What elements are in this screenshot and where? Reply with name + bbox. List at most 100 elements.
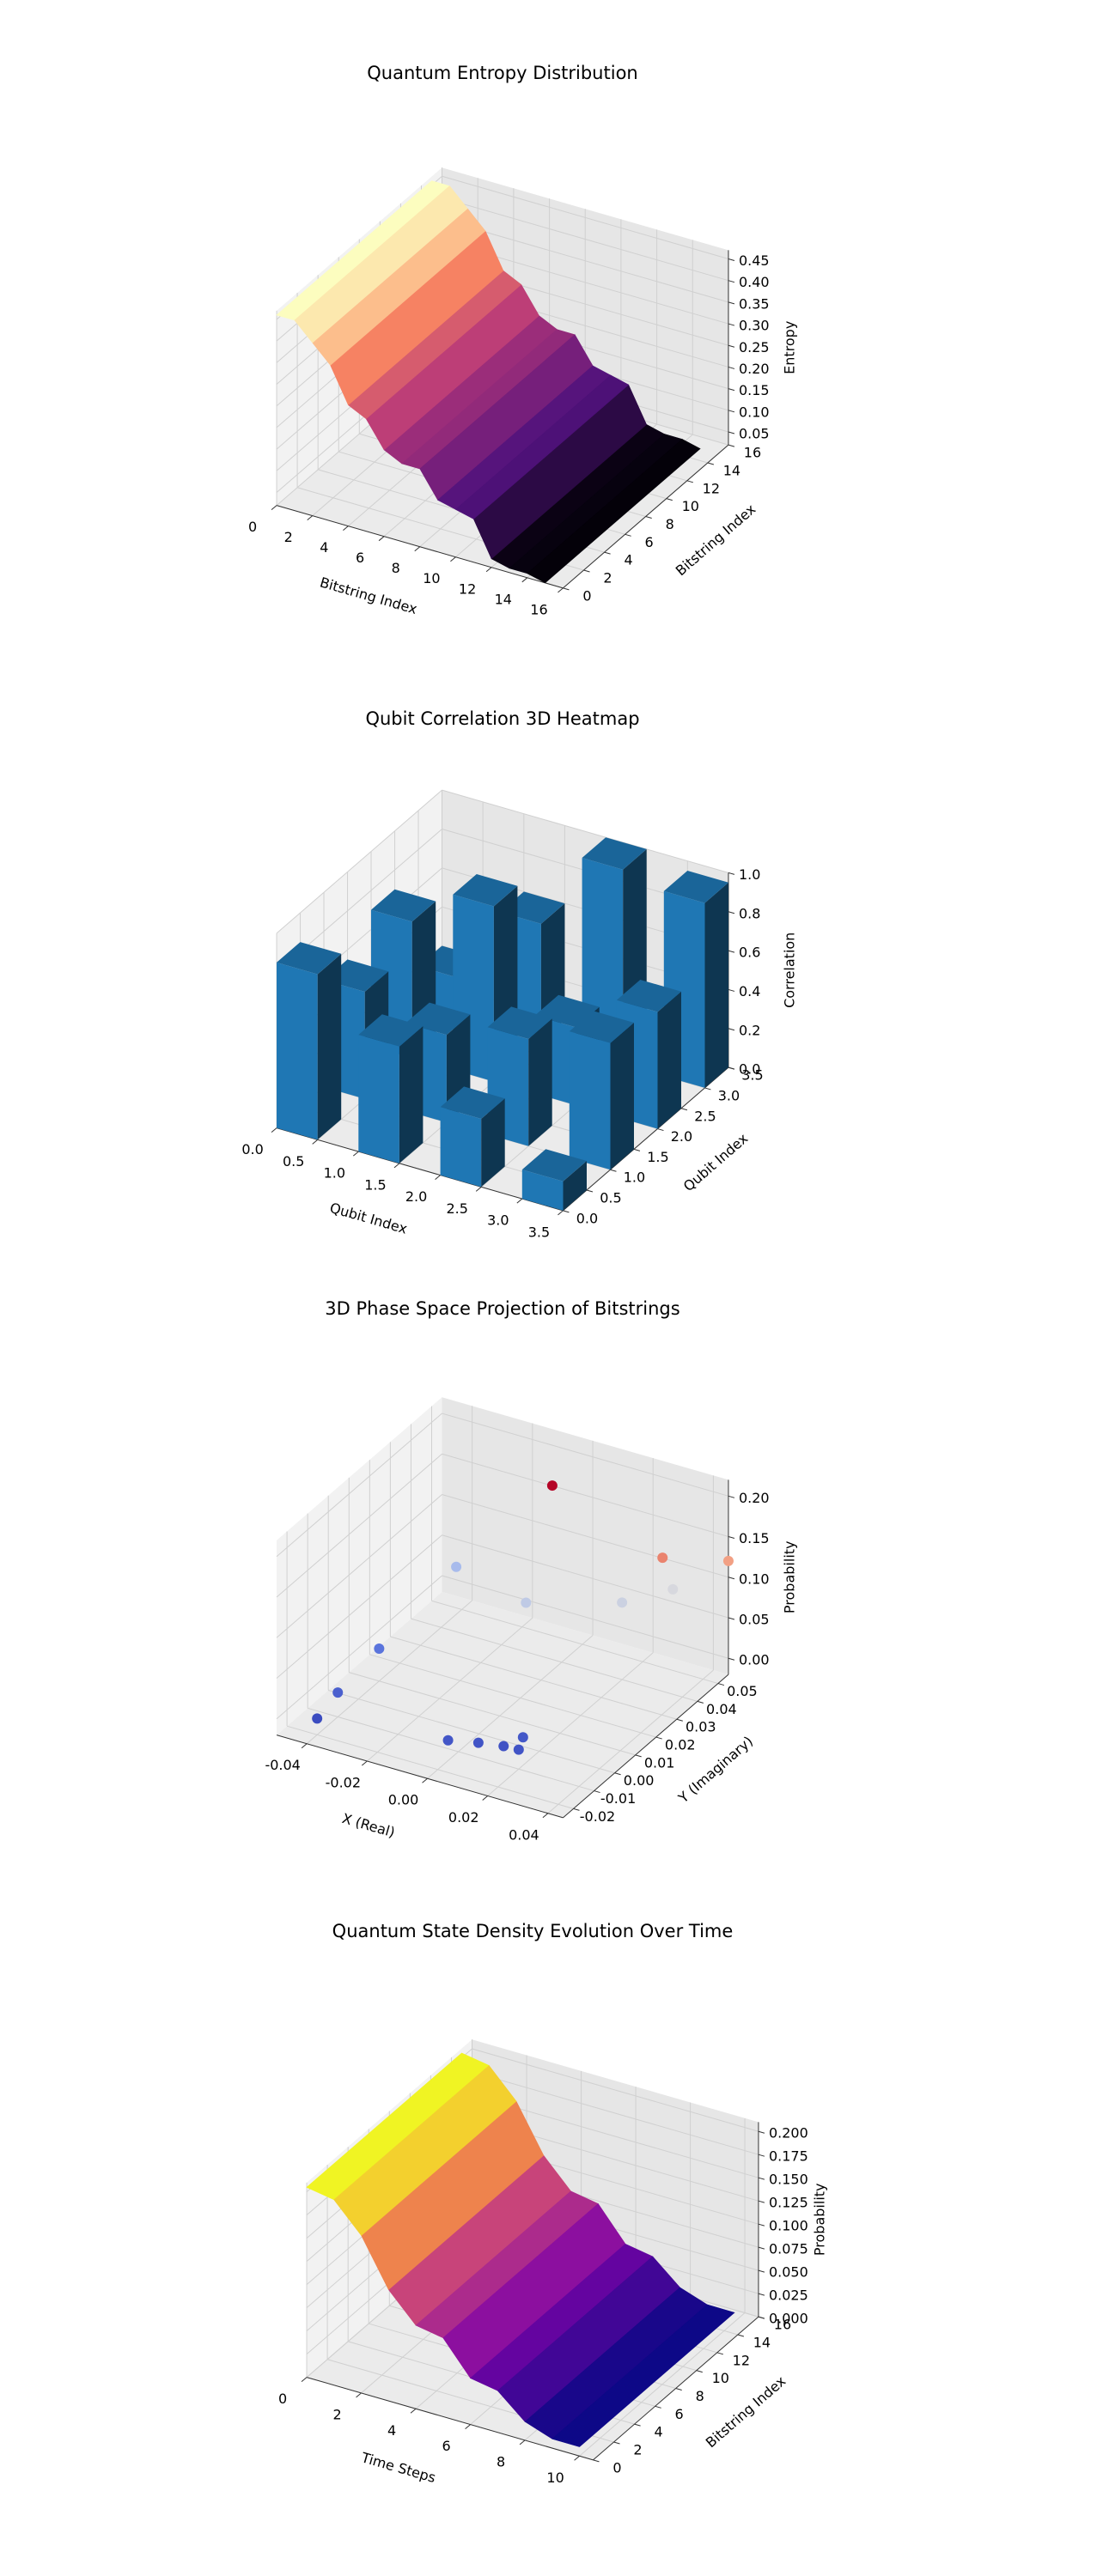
y-tick-label: 0.05 (727, 1683, 758, 1699)
scatter-point (546, 1480, 558, 1492)
y-tick-label: 2 (633, 2441, 642, 2458)
x-tick-label: 1.5 (364, 1176, 386, 1193)
chart-title: Qubit Correlation 3D Heatmap (365, 708, 639, 729)
grid-line (328, 1690, 615, 1774)
x-tick (414, 546, 421, 552)
z-tick-label: 0.35 (739, 295, 770, 312)
y-tick-label: 0.00 (624, 1772, 655, 1789)
y-tick (633, 1148, 641, 1151)
x-tick (450, 556, 456, 562)
x-tick-label: 2 (332, 2406, 341, 2422)
z-tick (728, 431, 735, 434)
z-tick-label: 0.10 (739, 404, 770, 420)
z-axis-label: Entropy (781, 321, 797, 374)
grid-line (367, 1617, 533, 1762)
x-tick-label: 2.0 (405, 1188, 427, 1205)
y-tick-label: 3.0 (718, 1087, 740, 1103)
y-tick (697, 1700, 704, 1704)
x-tick-label: 0 (278, 2391, 287, 2407)
y-tick-label: 0 (582, 587, 591, 604)
grid-line (276, 789, 442, 934)
z-tick (758, 2246, 765, 2250)
y-tick-label: 0.02 (665, 1737, 696, 1753)
surface-patch (333, 2065, 517, 2236)
y-tick-label: 4 (624, 552, 632, 568)
x-tick-label: 6 (356, 550, 364, 566)
y-tick (704, 1087, 711, 1091)
z-tick-label: 0.075 (769, 2241, 808, 2257)
x-tick-label: -0.02 (326, 1774, 361, 1790)
y-tick (657, 1128, 664, 1132)
x-tick (475, 1186, 482, 1192)
x-tick-label: 1.0 (324, 1165, 345, 1182)
z-tick-label: 0.125 (769, 2195, 808, 2211)
z-tick (728, 988, 735, 992)
grid-line (442, 219, 729, 303)
x-tick (393, 1163, 400, 1169)
x-tick (343, 526, 349, 532)
z-tick-label: 0.2 (739, 1022, 760, 1038)
bar-top (277, 942, 342, 975)
z-tick (758, 2316, 765, 2319)
y-tick-label: 16 (774, 2317, 791, 2333)
y-tick (610, 1169, 617, 1172)
y-tick-label: 0.03 (686, 1719, 716, 1735)
surface-patch (454, 374, 630, 519)
scatter-point (451, 1561, 462, 1572)
scatter-point (657, 1552, 668, 1564)
z-tick (728, 1657, 735, 1661)
y-tick (634, 2423, 641, 2427)
chart-title: 3D Phase Space Projection of Bitstrings (325, 1298, 679, 1319)
grid-line (276, 1534, 442, 1679)
x-tick (435, 1175, 441, 1180)
y-tick-label: 14 (723, 462, 740, 478)
z-tick (728, 410, 735, 413)
bar-top (440, 1086, 505, 1119)
z-tick-label: 0.6 (739, 945, 760, 961)
y-tick-label: 10 (682, 498, 699, 514)
y-tick (613, 2441, 620, 2445)
z-tick-label: 0.4 (739, 983, 760, 999)
x-tick (558, 587, 564, 593)
x-tick (356, 2392, 362, 2398)
z-tick-label: 0.200 (769, 2125, 808, 2142)
chart-title: Quantum Entropy Distribution (367, 63, 637, 83)
x-tick-label: 12 (459, 580, 476, 597)
grid-line (442, 789, 729, 873)
bar-side (399, 1026, 424, 1163)
grid-line (276, 1453, 442, 1598)
z-tick-label: 0.00 (739, 1652, 770, 1668)
y-tick (717, 1683, 725, 1686)
x-tick (271, 505, 277, 510)
grid-line (472, 2071, 759, 2155)
x-tick-label: 4 (387, 2422, 396, 2439)
z-tick-label: 0.10 (739, 1571, 770, 1587)
z-tick (728, 388, 735, 392)
x-tick (312, 1139, 318, 1145)
x-tick-label: 0.00 (388, 1792, 419, 1808)
grid-line (487, 1652, 654, 1796)
grid-line (472, 2048, 759, 2132)
x-tick (516, 1198, 523, 1204)
z-tick-label: 0.20 (739, 1490, 770, 1506)
x-tick-label: 8 (392, 560, 400, 576)
z-tick (728, 1066, 735, 1070)
z-tick-label: 0.05 (739, 426, 770, 442)
y-tick-label: 2.0 (671, 1128, 692, 1145)
y-tick-label: -0.02 (580, 1808, 615, 1825)
z-tick-label: 0.050 (769, 2264, 808, 2281)
x-tick (521, 577, 528, 583)
y-tick-label: 0.04 (706, 1701, 737, 1717)
y-tick-label: 1.5 (647, 1149, 668, 1165)
surface-patch (552, 2304, 735, 2447)
bar-side (563, 1161, 587, 1211)
grid-line (286, 1725, 574, 1809)
z-tick-label: 0.150 (769, 2172, 808, 2188)
y-tick (716, 2352, 723, 2355)
z-tick-label: 0.000 (769, 2311, 808, 2327)
y-tick (573, 1807, 580, 1811)
x-tick (301, 1743, 308, 1749)
z-tick (728, 1577, 735, 1580)
z-tick-label: 0.0 (739, 1061, 760, 1078)
